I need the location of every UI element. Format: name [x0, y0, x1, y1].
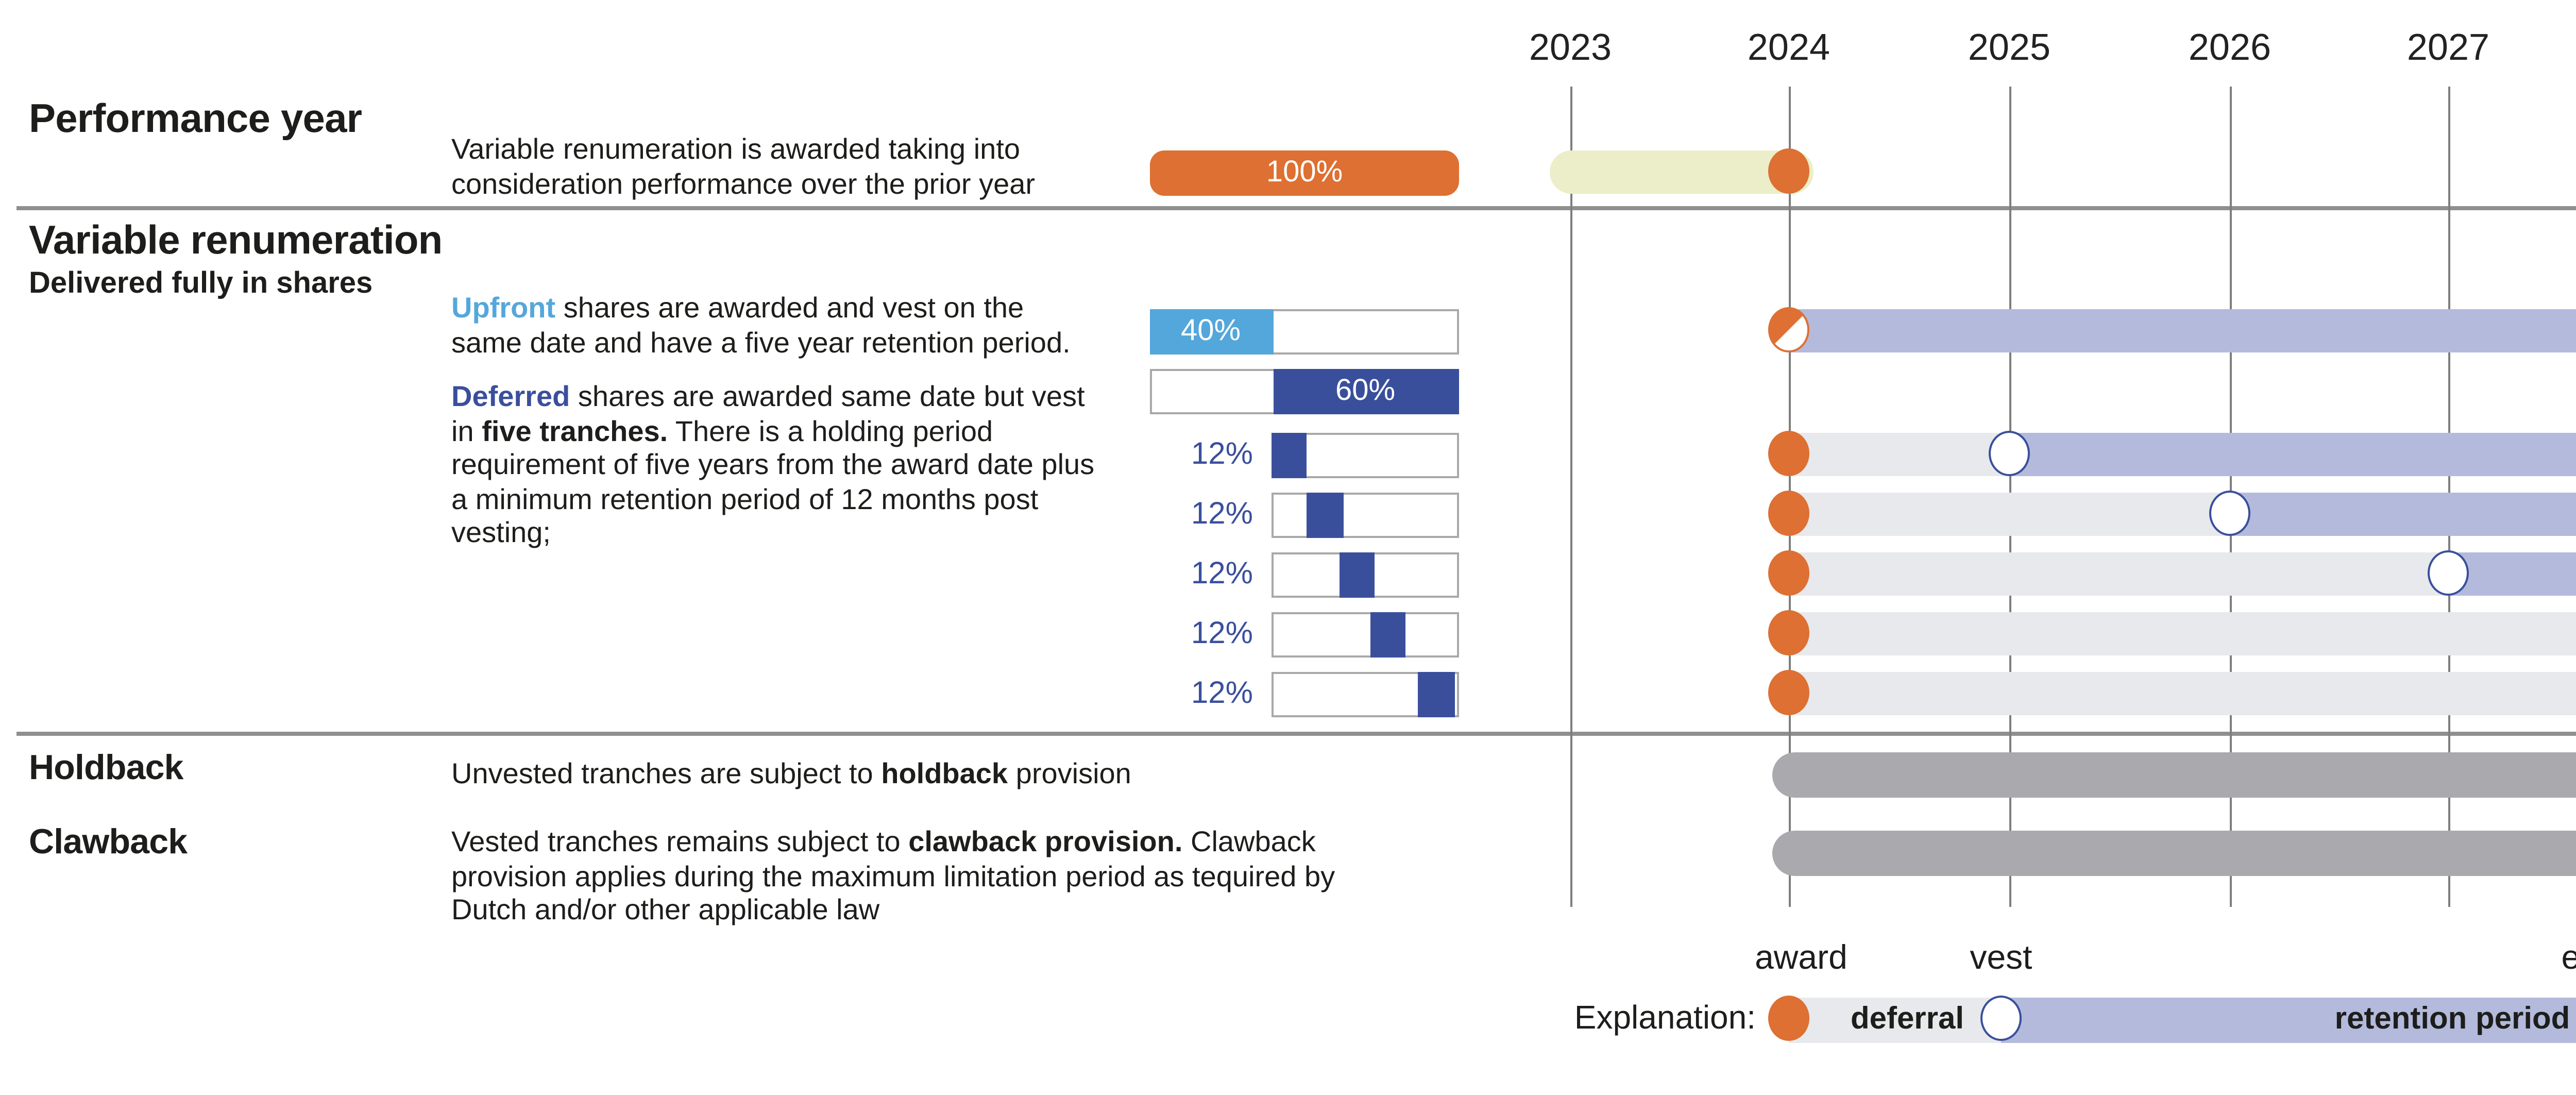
tranche-4-award-dot	[1768, 610, 1809, 655]
holdback-text-1: Unvested tranches are subject to	[451, 756, 882, 789]
legend-retention-text: retention period	[2334, 1002, 2570, 1037]
holdback-text-2: provision	[1008, 756, 1131, 789]
tranche-1-meter	[1270, 432, 1459, 478]
legend-award-label: award	[1755, 940, 1848, 977]
legend-label: Explanation:	[1574, 1002, 1756, 1037]
clawback-text-2: Clawback provision applies during the ma…	[451, 824, 1335, 925]
tranche-3-meter	[1272, 551, 1459, 598]
tranche-3-vest-dot	[2428, 550, 2469, 596]
holdback-heading: Holdback	[29, 748, 183, 787]
tranche-2-retention-bar	[2230, 493, 2576, 536]
tranche-1-meter-segment	[1270, 432, 1307, 477]
tranche-3-deferral-bar	[1789, 552, 2448, 596]
tranche-2-meter	[1272, 492, 1459, 538]
performance-heading: Performance year	[29, 97, 362, 142]
deferred-text-2: There is a holding period requirement of…	[451, 413, 1095, 548]
tranche-1-pct-label: 12%	[1191, 437, 1253, 472]
tranche-5-meter	[1272, 671, 1459, 717]
legend-retention-bar	[2001, 998, 2576, 1043]
legend-award-dot	[1768, 996, 1809, 1041]
upfront-award-vest-dot	[1768, 307, 1809, 352]
tranche-3-pct-label: 12%	[1191, 557, 1253, 592]
legend-end-retention-label: end of retention period	[2489, 940, 2576, 979]
tranche-4-meter	[1272, 611, 1459, 658]
tranche-2-vest-dot	[2209, 491, 2250, 536]
performance-description: Variable renumeration is awarded taking …	[451, 132, 1036, 199]
tranche-5-meter-segment	[1418, 671, 1455, 716]
tranche-3-award-dot	[1768, 550, 1809, 596]
clawback-bar	[1772, 831, 2576, 876]
variable-heading: Variable renumeration	[29, 218, 443, 264]
clawback-bold: clawback provision.	[908, 824, 1183, 857]
tranche-4-deferral-bar	[1789, 612, 2576, 655]
tranche-2-award-dot	[1768, 491, 1809, 536]
holdback-bar	[1772, 752, 2576, 798]
year-label-2026: 2026	[2188, 27, 2272, 68]
tranche-2-meter-segment	[1307, 492, 1343, 537]
tranche-3-retention-bar	[2448, 552, 2576, 596]
upfront-term: Upfront	[451, 291, 556, 324]
tranche-5-award-dot	[1768, 670, 1809, 715]
holdback-bold: holdback	[881, 756, 1008, 789]
tranche-3-meter-segment	[1338, 551, 1375, 597]
tranche-1-retention-bar	[2009, 433, 2576, 476]
tranche-1-vest-dot	[1989, 431, 2030, 476]
year-label-2027: 2027	[2406, 27, 2490, 68]
clawback-description: Vested tranches remains subject to clawb…	[451, 824, 1375, 926]
deferred-description: Deferred shares are awarded same date bu…	[451, 379, 1107, 549]
deferred-bold-five-tranches: five tranches.	[482, 413, 668, 446]
tranche-4-meter-segment	[1370, 611, 1406, 656]
tranche-1-deferral-bar	[1789, 433, 2009, 476]
tranche-2-deferral-bar	[1789, 493, 2230, 536]
year-label-2024: 2024	[1747, 27, 1831, 68]
upfront-40pct-fill: 40%	[1149, 308, 1273, 353]
divider-performance	[16, 206, 2576, 210]
performance-100pct-bar: 100%	[1150, 150, 1459, 196]
tranche-1-award-dot	[1768, 431, 1809, 476]
tranche-4-pct-label: 12%	[1191, 616, 1253, 651]
tranche-5-pct-label: 12%	[1191, 676, 1253, 711]
deferred-60pct-meter: 60%	[1150, 368, 1459, 414]
tranche-2-pct-label: 12%	[1191, 497, 1253, 532]
legend-vest-dot	[1980, 996, 2022, 1041]
clawback-heading: Clawback	[29, 822, 188, 862]
clawback-text-1: Vested tranches remains subject to	[451, 824, 909, 857]
deferred-60pct-fill: 60%	[1273, 368, 1458, 413]
legend-deferral-text: deferral	[1850, 1002, 1964, 1037]
year-label-2025: 2025	[1968, 27, 2051, 68]
legend-deferral-bar	[1789, 998, 2001, 1043]
legend-vest-label: vest	[1970, 940, 2032, 977]
variable-subheading: Delivered fully in shares	[29, 268, 373, 301]
upfront-description-rest: shares are awarded and vest on the same …	[451, 291, 1071, 358]
divider-holdback	[16, 732, 2576, 736]
holdback-description: Unvested tranches are subject to holdbac…	[451, 756, 1317, 790]
deferred-text-1: shares are awarded same date but vest in	[451, 379, 1085, 446]
tranche-5-deferral-bar	[1789, 672, 2576, 715]
performance-award-dot	[1768, 148, 1809, 194]
gridline-2023	[1570, 87, 1572, 907]
year-label-2023: 2023	[1529, 27, 1612, 68]
upfront-description: Upfront shares are awarded and vest on t…	[451, 291, 1094, 359]
deferred-term: Deferred	[451, 379, 570, 412]
upfront-retention-bar	[1789, 309, 2576, 352]
upfront-40pct-meter: 40%	[1149, 308, 1459, 355]
